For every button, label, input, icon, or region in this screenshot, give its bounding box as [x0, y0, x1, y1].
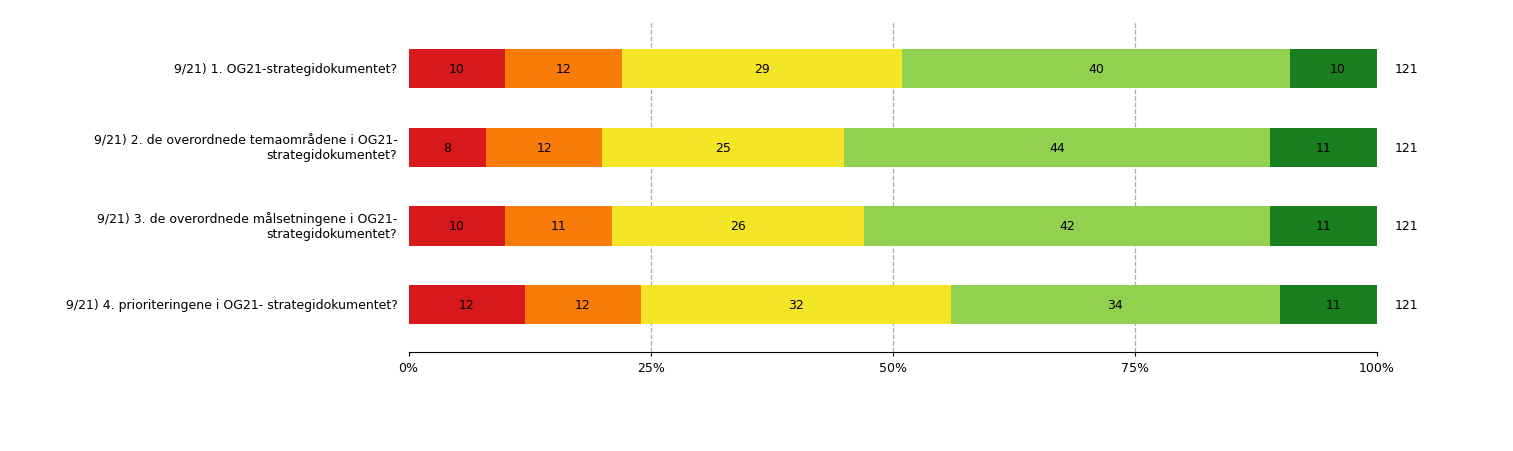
Text: 11: 11: [1316, 220, 1331, 233]
Text: 11: 11: [551, 220, 566, 233]
Bar: [622, 50, 902, 89]
Text: 12: 12: [458, 298, 475, 311]
Text: 12: 12: [575, 298, 590, 311]
Bar: [1289, 50, 1386, 89]
Bar: [1271, 207, 1377, 246]
Text: 9/21) 1. OG21-strategidokumentet?: 9/21) 1. OG21-strategidokumentet?: [174, 63, 398, 76]
Text: 8: 8: [443, 142, 451, 154]
Bar: [602, 129, 844, 168]
Text: 121: 121: [1395, 220, 1419, 233]
Text: 9/21) 3. de overordnede målsetningene i OG21-
strategidokumentet?: 9/21) 3. de overordnede målsetningene i …: [97, 212, 398, 241]
Text: 9/21) 2. de overordnede temaområdene i OG21-
strategidokumentet?: 9/21) 2. de overordnede temaområdene i O…: [94, 134, 398, 162]
Bar: [864, 207, 1271, 246]
Bar: [642, 285, 950, 324]
Text: 42: 42: [1059, 220, 1074, 233]
Bar: [409, 207, 505, 246]
Text: 10: 10: [1330, 63, 1347, 76]
Text: 29: 29: [753, 63, 770, 76]
Bar: [844, 129, 1271, 168]
Bar: [950, 285, 1280, 324]
Bar: [409, 285, 525, 324]
Bar: [611, 207, 864, 246]
Text: 121: 121: [1395, 63, 1419, 76]
Text: 10: 10: [449, 63, 464, 76]
Text: 40: 40: [1088, 63, 1104, 76]
Bar: [1271, 129, 1377, 168]
Text: 34: 34: [1108, 298, 1123, 311]
Bar: [1280, 285, 1386, 324]
Bar: [409, 50, 505, 89]
Bar: [505, 50, 622, 89]
Text: 26: 26: [729, 220, 746, 233]
Text: 10: 10: [449, 220, 464, 233]
Text: 12: 12: [536, 142, 552, 154]
Text: 32: 32: [788, 298, 803, 311]
Bar: [525, 285, 642, 324]
Text: 121: 121: [1395, 298, 1419, 311]
Bar: [902, 50, 1289, 89]
Text: 121: 121: [1395, 142, 1419, 154]
Text: 11: 11: [1316, 142, 1331, 154]
Bar: [505, 207, 611, 246]
Legend: Svært liten grad, Liten grad, Middel grad, Stor grad, Svært stor grad: Svært liten grad, Liten grad, Middel gra…: [602, 450, 1183, 451]
Text: 12: 12: [555, 63, 572, 76]
Bar: [486, 129, 602, 168]
Bar: [409, 129, 486, 168]
Text: 9/21) 4. prioriteringene i OG21- strategidokumentet?: 9/21) 4. prioriteringene i OG21- strateg…: [65, 298, 398, 311]
Text: 11: 11: [1325, 298, 1341, 311]
Text: 25: 25: [716, 142, 731, 154]
Text: 44: 44: [1050, 142, 1065, 154]
